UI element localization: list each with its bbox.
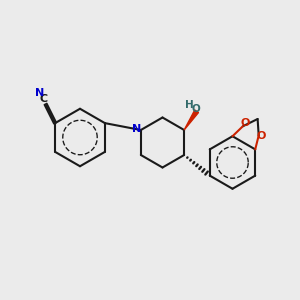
Text: O: O: [257, 131, 266, 141]
Text: O: O: [191, 104, 200, 114]
Text: H: H: [185, 100, 194, 110]
Text: N: N: [132, 124, 141, 134]
Polygon shape: [184, 110, 199, 130]
Text: C: C: [39, 94, 47, 104]
Text: N: N: [35, 88, 45, 98]
Text: O: O: [241, 118, 250, 128]
